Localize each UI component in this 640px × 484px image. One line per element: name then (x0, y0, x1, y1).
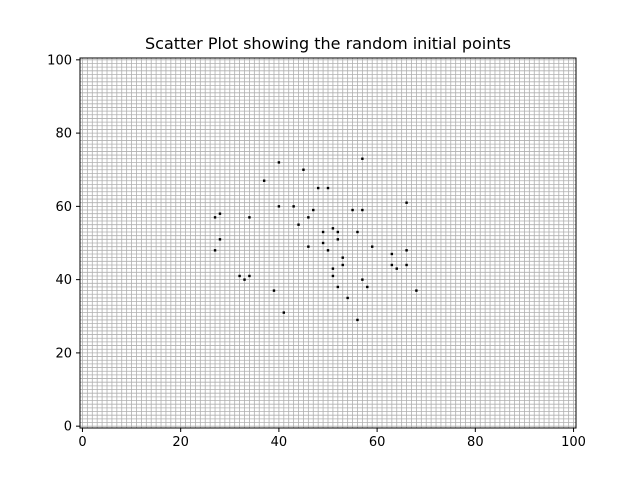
data-point (390, 252, 394, 256)
data-point (336, 285, 340, 289)
data-point (336, 230, 340, 234)
data-point (356, 318, 359, 322)
data-point (248, 274, 251, 278)
x-tick-label: 0 (78, 435, 86, 450)
x-tick-label: 100 (561, 435, 586, 450)
data-point (361, 208, 364, 212)
data-point (326, 249, 330, 252)
data-point (331, 267, 335, 270)
data-point (238, 274, 241, 278)
data-point (243, 278, 246, 281)
data-point (366, 285, 369, 289)
y-tick-label: 40 (55, 273, 72, 288)
data-point (331, 227, 335, 230)
data-point (346, 296, 349, 300)
data-point (405, 201, 408, 204)
grid (80, 58, 576, 428)
data-point (341, 256, 344, 259)
y-tick-label: 80 (55, 127, 72, 142)
data-point (307, 245, 310, 248)
axes-frame (79, 57, 577, 429)
y-tick-label: 0 (64, 420, 72, 435)
data-point (272, 289, 276, 292)
data-point (341, 263, 344, 267)
data-point (218, 238, 222, 241)
data-point (336, 238, 340, 241)
y-tick-label: 60 (55, 200, 72, 215)
data-point (277, 205, 281, 208)
data-point (361, 157, 364, 160)
data-point (356, 230, 359, 234)
x-tick-label: 40 (271, 435, 288, 450)
data-point (262, 179, 266, 182)
data-point (351, 208, 354, 212)
data-point (370, 245, 374, 248)
data-point (307, 216, 310, 219)
data-point (302, 168, 305, 171)
data-point (248, 216, 251, 219)
data-point (405, 263, 408, 267)
x-tick-label: 60 (369, 435, 386, 450)
data-point (321, 241, 325, 245)
data-point (277, 161, 281, 164)
y-tick-label: 100 (47, 53, 72, 68)
x-tick-label: 80 (467, 435, 484, 450)
data-point (415, 289, 418, 292)
data-point (312, 208, 315, 212)
data-point (297, 223, 300, 226)
data-points (213, 157, 418, 322)
y-axis-ticks: 0 20 40 60 80 100 (47, 53, 80, 435)
data-point (390, 263, 394, 267)
data-point (331, 274, 335, 278)
data-point (218, 212, 222, 215)
x-axis-ticks: 0 20 40 60 80 100 (78, 428, 586, 450)
data-point (282, 311, 286, 314)
chart-title: Scatter Plot showing the random initial … (145, 34, 511, 53)
data-point (326, 186, 330, 190)
data-point (395, 267, 398, 270)
data-point (213, 216, 217, 219)
data-point (316, 186, 320, 190)
data-point (321, 230, 325, 234)
x-tick-label: 20 (172, 435, 189, 450)
y-tick-label: 20 (55, 346, 72, 361)
data-point (405, 249, 408, 252)
data-point (213, 249, 217, 252)
data-point (361, 278, 364, 281)
data-point (292, 205, 295, 208)
